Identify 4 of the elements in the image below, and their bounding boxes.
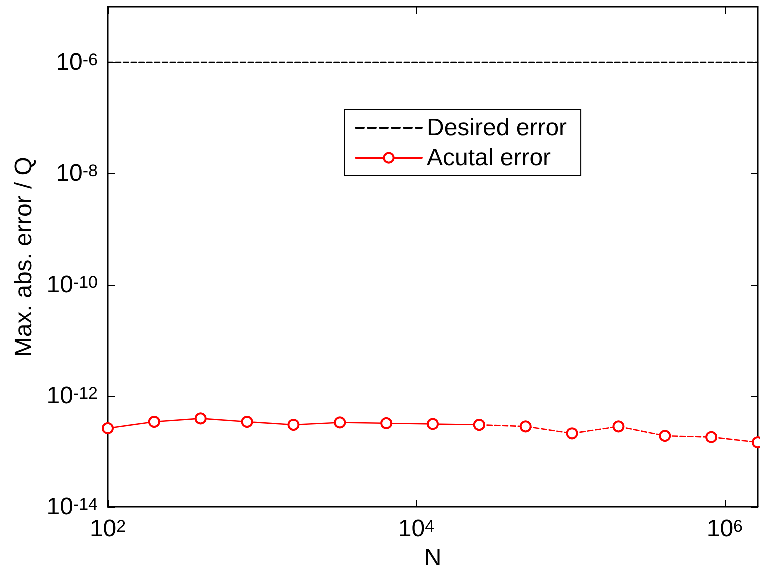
x-axis-title: N bbox=[424, 544, 442, 572]
legend-label: Desired error bbox=[427, 114, 568, 142]
y-axis-title: Max. abs. error / Q bbox=[10, 157, 38, 358]
legend-label: Acutal error bbox=[427, 144, 552, 172]
